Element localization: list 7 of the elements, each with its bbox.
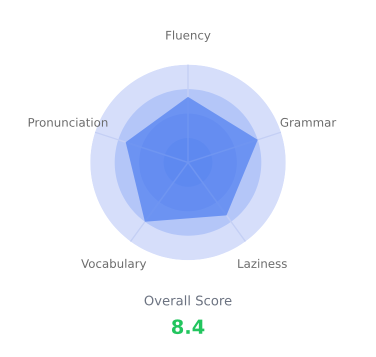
text: Overall Score — [144, 295, 232, 306]
spoke-label: Laziness — [238, 258, 287, 268]
spoke-label: Grammar — [280, 118, 336, 127]
spoke-label: Vocabulary — [81, 258, 146, 270]
spoke-label: Fluency — [166, 30, 211, 42]
text: 8.4 — [172, 319, 204, 334]
spoke-label: Pronunciation — [28, 118, 108, 127]
